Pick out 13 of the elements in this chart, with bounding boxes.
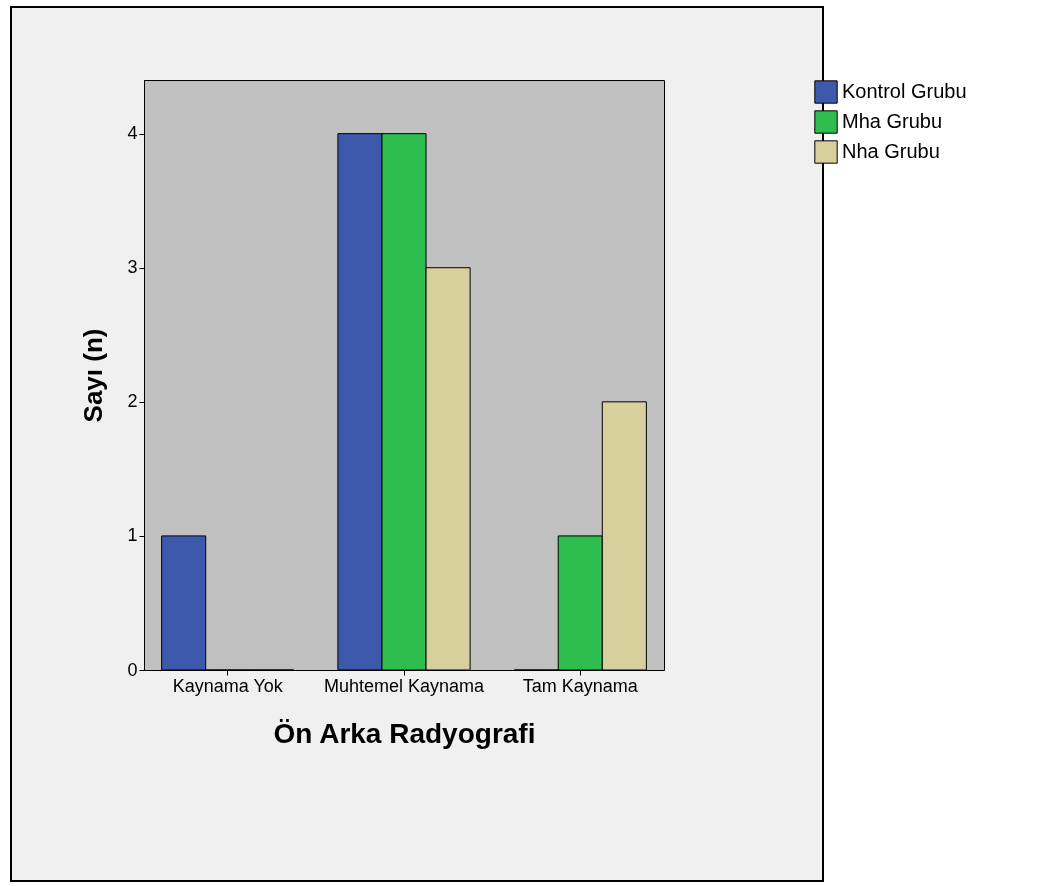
y-tick-label: 2 (127, 391, 138, 412)
legend-label: Kontrol Grubu (842, 80, 967, 102)
y-tick-label: 0 (127, 659, 138, 680)
x-axis-title: Ön Arka Radyografi (273, 717, 536, 749)
x-tick-label: Kaynama Yok (172, 675, 284, 696)
legend-label: Mha Grubu (842, 110, 943, 132)
x-tick-label: Muhtemel Kaynama (323, 675, 486, 696)
y-tick-label: 1 (127, 525, 138, 546)
y-tick-label: 4 (127, 123, 138, 144)
x-tick-label: Tam Kaynama (522, 675, 639, 696)
legend-label: Nha Grubu (842, 140, 940, 162)
y-axis-title: Sayı (n) (78, 328, 109, 423)
y-tick-label: 3 (127, 257, 138, 278)
